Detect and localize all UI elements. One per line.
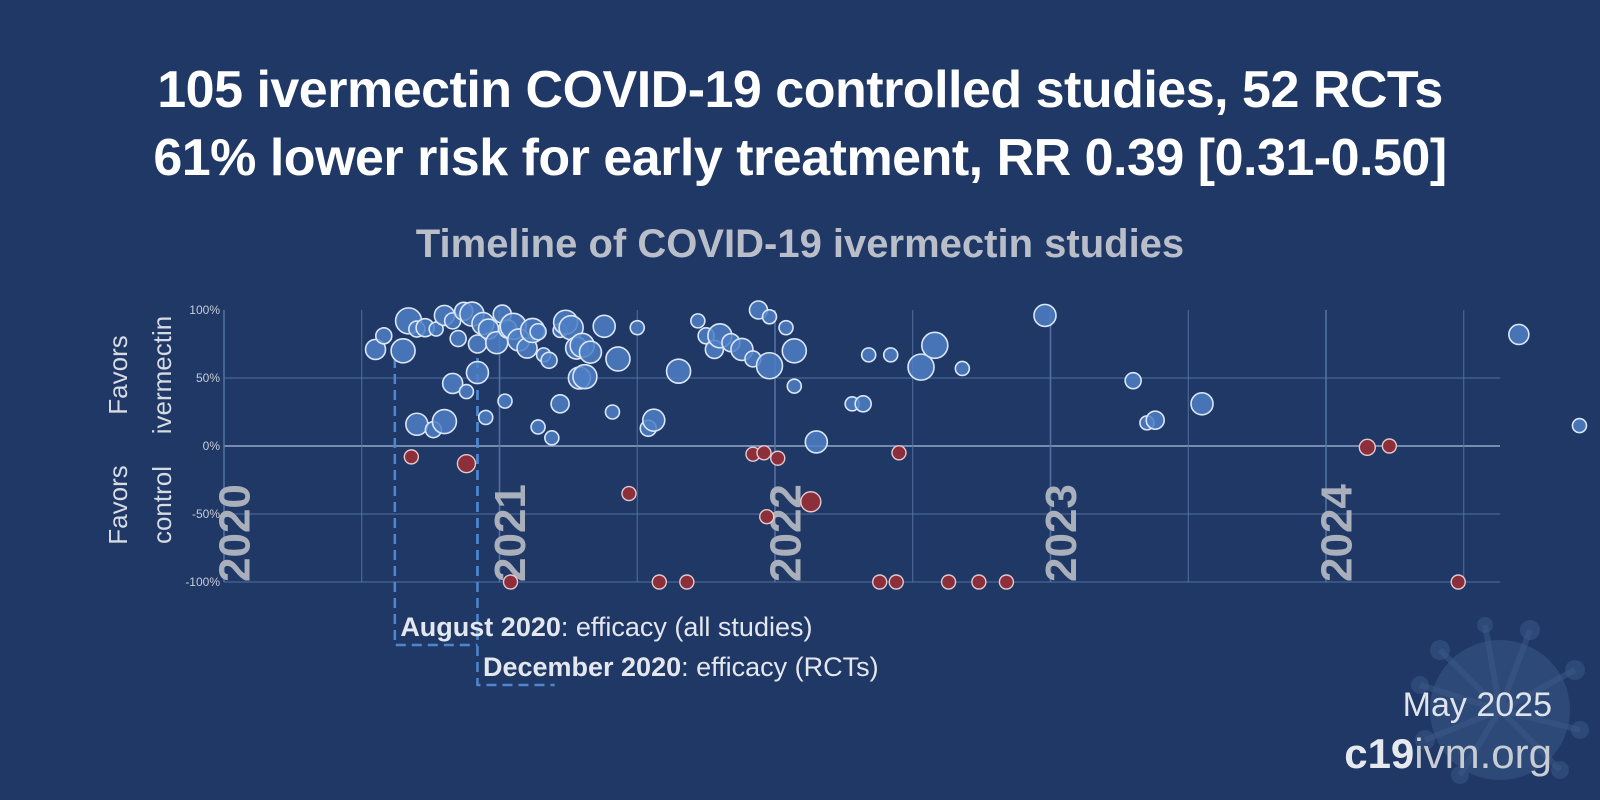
point-favors-ivermectin <box>629 319 646 336</box>
annotation-text: August 2020: efficacy (all studies) <box>400 612 812 642</box>
point-favors-control <box>679 574 695 590</box>
y-tick-label: 50% <box>196 371 220 385</box>
point-favors-ivermectin <box>529 322 547 341</box>
point-favors-ivermectin <box>572 363 598 390</box>
virus-icon <box>1411 617 1589 784</box>
point-favors-control <box>756 445 772 461</box>
point-favors-ivermectin <box>550 394 570 414</box>
point-favors-ivermectin <box>544 430 560 446</box>
point-favors-ivermectin <box>1145 410 1165 430</box>
point-favors-control <box>456 453 477 474</box>
point-favors-ivermectin <box>786 378 803 394</box>
point-favors-ivermectin <box>540 351 558 370</box>
year-label: 2023 <box>1037 484 1086 582</box>
annotation-text: December 2020: efficacy (RCTs) <box>483 652 879 682</box>
chart-grid <box>223 310 1500 583</box>
y-tick-label: -100% <box>185 575 220 589</box>
point-favors-ivermectin <box>458 383 475 400</box>
point-favors-ivermectin <box>641 408 666 432</box>
site-logo-text: c19ivm.org <box>1344 730 1552 778</box>
point-favors-ivermectin <box>1124 371 1142 390</box>
point-favors-ivermectin <box>592 314 616 339</box>
point-favors-control <box>651 574 667 590</box>
point-favors-ivermectin <box>431 408 458 435</box>
point-favors-control <box>1381 438 1398 454</box>
point-favors-ivermectin <box>374 327 393 345</box>
point-favors-ivermectin <box>778 319 794 336</box>
point-favors-ivermectin <box>854 395 872 413</box>
data-points <box>364 300 1588 590</box>
point-favors-ivermectin <box>390 337 416 364</box>
annotation-bracket <box>476 358 555 687</box>
point-favors-ivermectin <box>1508 323 1530 346</box>
point-favors-ivermectin <box>665 358 692 385</box>
site-name-bold: c19 <box>1344 730 1415 777</box>
point-favors-ivermectin <box>364 338 387 361</box>
point-favors-ivermectin <box>1033 303 1057 328</box>
point-favors-ivermectin <box>405 412 429 437</box>
point-favors-ivermectin <box>477 409 494 426</box>
point-favors-ivermectin <box>449 329 467 348</box>
year-label: 2021 <box>486 484 535 582</box>
point-favors-control <box>759 509 775 525</box>
point-favors-ivermectin <box>761 308 778 325</box>
year-label: 2020 <box>211 484 260 582</box>
chart-title: Timeline of COVID-19 ivermectin studies <box>415 222 1185 266</box>
point-favors-control <box>403 449 420 465</box>
point-favors-ivermectin <box>882 347 899 363</box>
footer-date: May 2025 <box>1402 686 1552 724</box>
headline-line-1: 105 ivermectin COVID-19 controlled studi… <box>157 61 1443 119</box>
point-favors-ivermectin <box>1571 417 1588 434</box>
y-label-favors-ivermectin: ivermectin <box>147 316 177 434</box>
point-favors-ivermectin <box>530 419 546 435</box>
point-favors-control <box>502 574 519 590</box>
point-favors-control <box>998 574 1015 590</box>
point-favors-ivermectin <box>497 393 513 409</box>
year-labels: 2020 2021 2022 2023 2024 <box>211 484 1362 582</box>
point-favors-ivermectin <box>465 360 490 385</box>
annotation-bracket <box>393 358 478 647</box>
point-favors-ivermectin <box>441 372 464 395</box>
point-favors-ivermectin <box>920 331 949 360</box>
point-favors-ivermectin <box>907 353 935 381</box>
point-favors-ivermectin <box>781 337 808 364</box>
y-label-favors-control: control <box>147 466 177 544</box>
point-favors-control <box>888 574 904 590</box>
point-favors-ivermectin <box>755 351 784 380</box>
y-tick-label: 100% <box>189 303 220 317</box>
annotations: August 2020: efficacy (all studies) Decem… <box>393 358 879 687</box>
point-favors-ivermectin <box>954 360 971 377</box>
point-favors-ivermectin <box>690 313 706 329</box>
point-favors-control <box>971 574 987 590</box>
point-favors-control <box>770 450 786 466</box>
point-favors-ivermectin <box>804 430 829 454</box>
y-label-favors-ivermectin: Favors <box>103 335 133 414</box>
y-axis-labels: Favors ivermectin Favors control <box>103 316 177 545</box>
point-favors-control <box>871 574 888 590</box>
point-favors-ivermectin <box>578 340 603 364</box>
y-tick-label: -50% <box>192 507 220 521</box>
y-tick-labels: 100% 50% 0% -50% -100% <box>185 303 220 589</box>
point-favors-ivermectin <box>1190 392 1214 416</box>
point-favors-control <box>800 491 822 513</box>
y-tick-label: 0% <box>203 439 221 453</box>
point-favors-control <box>940 574 957 590</box>
point-favors-control <box>891 445 907 461</box>
point-favors-control <box>1450 574 1466 590</box>
point-favors-ivermectin <box>604 404 621 420</box>
point-favors-control <box>1358 438 1377 457</box>
headline-line-2: 61% lower risk for early treatment, RR 0… <box>153 129 1447 187</box>
point-favors-control <box>621 485 637 502</box>
y-label-favors-control: Favors <box>103 465 133 544</box>
year-label: 2024 <box>1313 484 1362 582</box>
point-favors-ivermectin <box>860 347 877 363</box>
point-favors-ivermectin <box>605 346 631 372</box>
site-name-light: ivm.org <box>1414 730 1552 777</box>
